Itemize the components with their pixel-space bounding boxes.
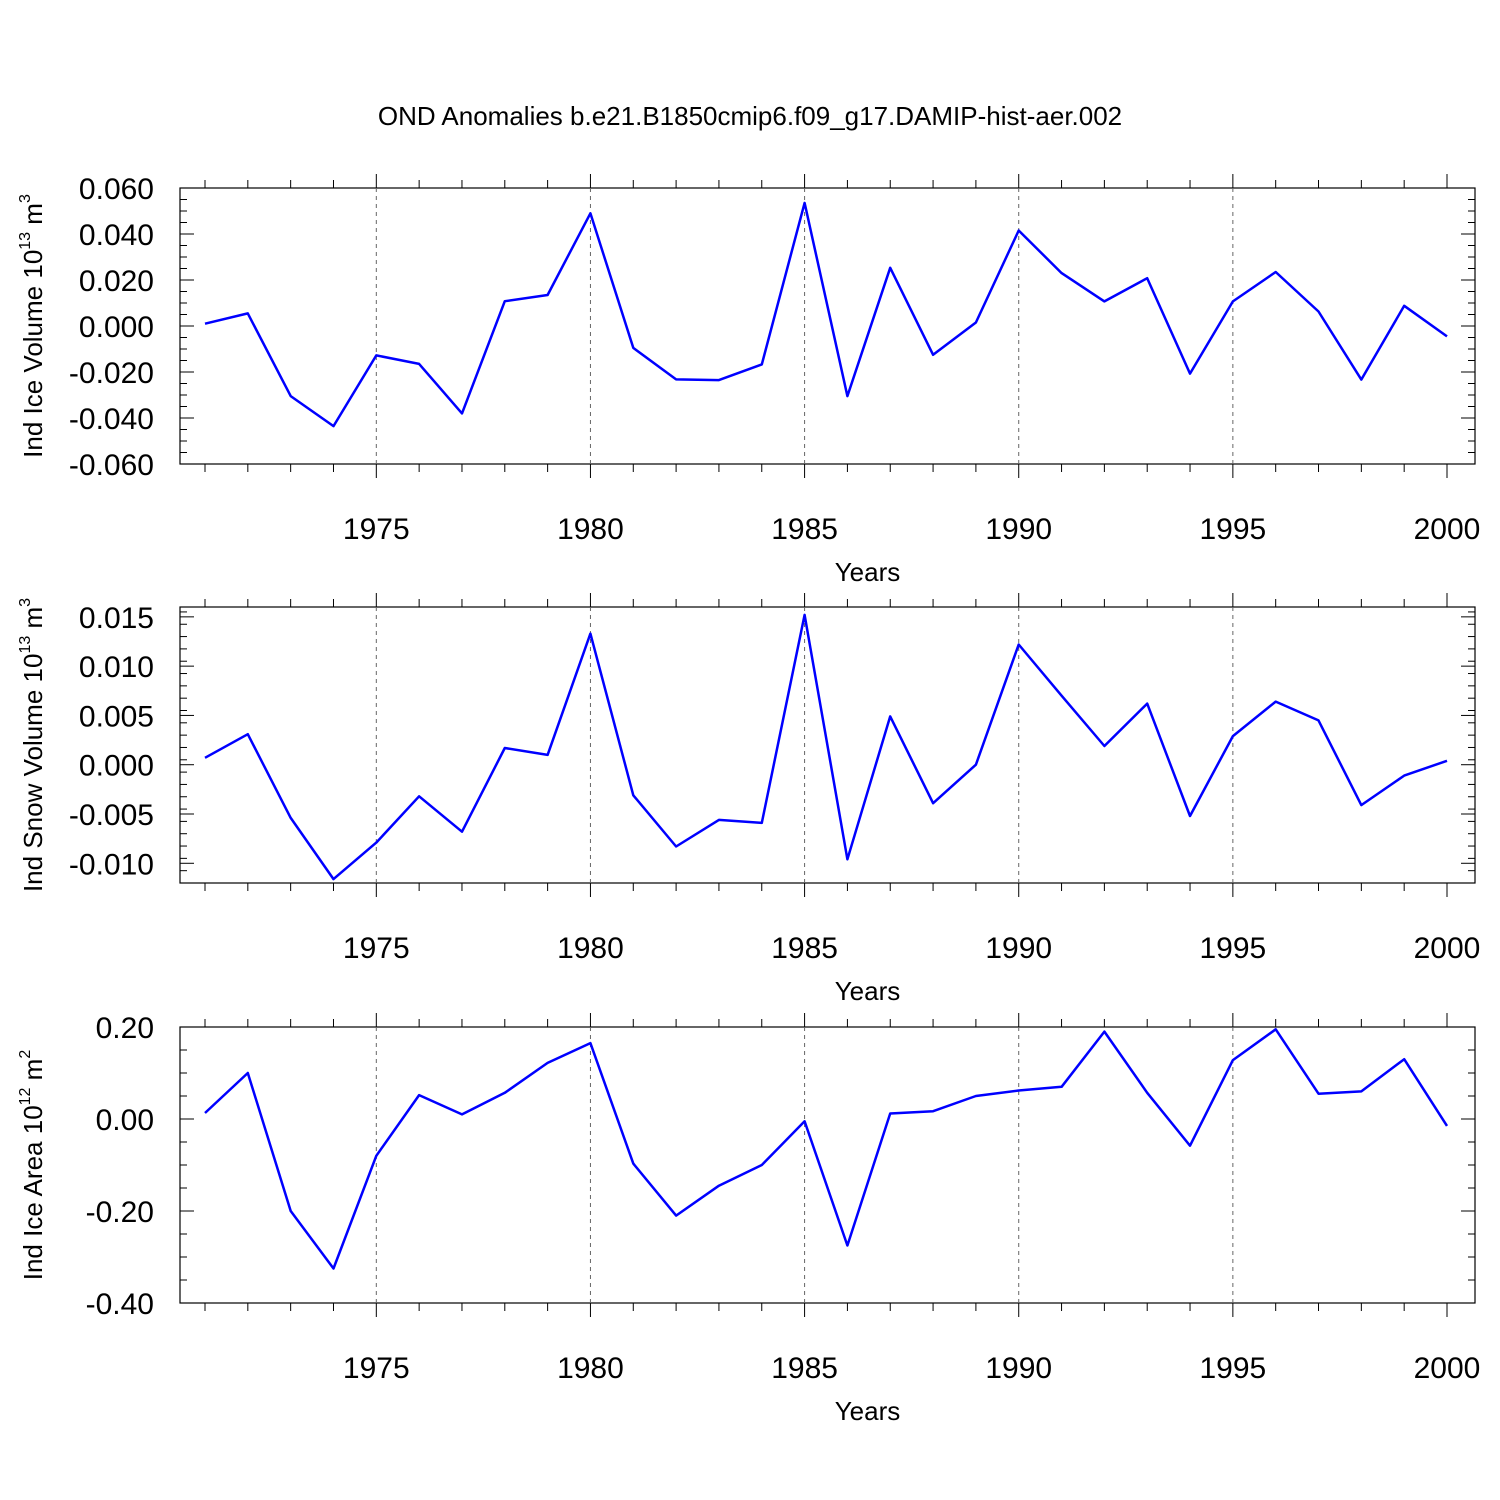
y-tick-label: 0.000: [79, 311, 154, 344]
x-tick-label: 1980: [557, 513, 624, 546]
panel-1: 1975 1980 1985 1990 1995 2000 -0.060 -0.040 -0.0…: [17, 173, 1480, 587]
figure-title: OND Anomalies b.e21.B1850cmip6.f09_g17.D…: [378, 101, 1122, 131]
x-tick-label: 1975: [343, 932, 410, 965]
y-axis-label-main: Ind Ice Area 10: [18, 1105, 48, 1280]
y-tick-label: 0.00: [96, 1104, 154, 1137]
series-line: [204, 201, 1448, 428]
plot-frame: [179, 187, 1476, 465]
plot-frame: [179, 606, 1476, 884]
y-axis-label-exponent: 12: [17, 1087, 34, 1105]
y-axis-label-main: Ind Snow Volume 10: [18, 654, 48, 893]
x-tick-label: 1990: [985, 513, 1052, 546]
y-axis-label-unit: m: [18, 1059, 48, 1088]
panel-2: 1975 1980 1985 1990 1995 2000 -0.010 -0.005 0.00…: [17, 593, 1480, 1006]
panel-3: 1975 1980 1985 1990 1995 2000 -0.40 -0.20 0.00 0.…: [17, 1012, 1480, 1426]
y-tick-label: -0.010: [69, 848, 154, 881]
x-tick-label: 1985: [771, 932, 838, 965]
y-tick-label: 0.060: [79, 173, 154, 206]
y-tick-label: 0.015: [79, 602, 154, 635]
y-axis-label-unit: m: [18, 203, 48, 232]
y-axis-label-unit: m: [18, 607, 48, 636]
y-tick-label: -0.40: [86, 1288, 154, 1321]
y-tick-label: 0.040: [79, 219, 154, 252]
x-tick-label: 2000: [1414, 1352, 1481, 1385]
x-tick-label: 2000: [1414, 932, 1481, 965]
y-axis-label-unit-exponent: 2: [17, 1050, 34, 1059]
y-axis-label-exponent: 13: [17, 232, 34, 250]
x-tick-label: 1990: [985, 932, 1052, 965]
y-tick-label: 0.20: [96, 1012, 154, 1045]
y-tick-label: -0.060: [69, 449, 154, 482]
x-tick-label: 1985: [771, 513, 838, 546]
y-tick-label: 0.000: [79, 750, 154, 783]
y-axis-label-unit-exponent: 3: [17, 194, 34, 203]
y-tick-label: 0.020: [79, 265, 154, 298]
x-tick-label: 1975: [343, 513, 410, 546]
y-tick-label: -0.20: [86, 1196, 154, 1229]
y-tick-label: -0.040: [69, 403, 154, 436]
y-axis-label: Ind Snow Volume 1013 m3: [17, 598, 48, 892]
y-axis-label-unit-exponent: 3: [17, 598, 34, 607]
plot-frame: [179, 1026, 1476, 1304]
x-axis-label: Years: [835, 976, 901, 1006]
x-tick-label: 1975: [343, 1352, 410, 1385]
y-axis-label: Ind Ice Area 1012 m2: [17, 1050, 48, 1281]
x-axis-label: Years: [835, 1396, 901, 1426]
x-tick-label: 1990: [985, 1352, 1052, 1385]
x-tick-label: 1980: [557, 932, 624, 965]
panels: 1975 1980 1985 1990 1995 2000 -0.060 -0.040 -0.0…: [17, 173, 1480, 1426]
x-tick-label: 1995: [1199, 1352, 1266, 1385]
x-tick-label: 1985: [771, 1352, 838, 1385]
x-axis-label: Years: [835, 557, 901, 587]
y-tick-label: -0.020: [69, 357, 154, 390]
y-tick-label: 0.005: [79, 700, 154, 733]
x-tick-label: 1995: [1199, 513, 1266, 546]
y-axis-label-main: Ind Ice Volume 10: [18, 250, 48, 458]
y-axis-label: Ind Ice Volume 1013 m3: [17, 194, 48, 458]
x-tick-label: 1995: [1199, 932, 1266, 965]
x-tick-label: 1980: [557, 1352, 624, 1385]
y-tick-label: 0.010: [79, 651, 154, 684]
x-tick-label: 2000: [1414, 513, 1481, 546]
y-axis-label-exponent: 13: [17, 636, 34, 654]
y-tick-label: -0.005: [69, 799, 154, 832]
series-line: [204, 613, 1448, 881]
series-line: [204, 1028, 1449, 1270]
